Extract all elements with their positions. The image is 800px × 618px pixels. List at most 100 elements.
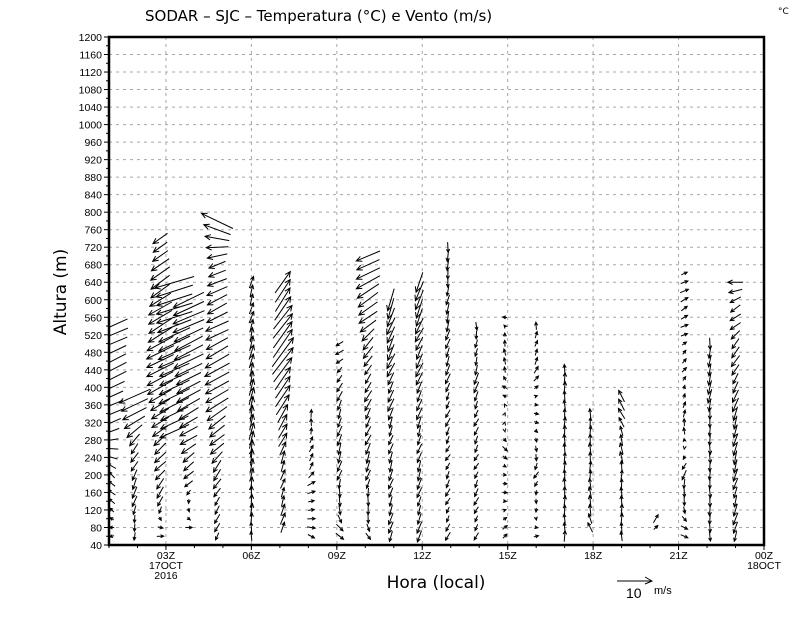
wind-arrow bbox=[729, 322, 741, 331]
wind-arrow bbox=[307, 481, 316, 487]
wind-arrow bbox=[445, 294, 450, 306]
wind-arrow bbox=[154, 442, 167, 456]
wind-arrow bbox=[337, 487, 342, 499]
wind-arrow bbox=[206, 278, 227, 287]
wind-arrow bbox=[473, 381, 480, 394]
wind-arrow bbox=[272, 328, 293, 358]
wind-arrow bbox=[474, 330, 479, 341]
wind-arrow bbox=[708, 487, 713, 499]
wind-arrow bbox=[109, 408, 123, 416]
wind-column bbox=[109, 318, 129, 538]
y-tick-label: 360 bbox=[84, 400, 102, 412]
wind-arrow bbox=[359, 319, 377, 333]
wind-arrow bbox=[182, 452, 195, 464]
wind-arrow bbox=[534, 454, 539, 462]
wind-arrow bbox=[146, 379, 174, 395]
wind-arrow bbox=[155, 293, 193, 307]
wind-arrow bbox=[173, 344, 204, 361]
wind-arrow bbox=[158, 362, 190, 377]
wind-arrow bbox=[445, 462, 451, 471]
wind-arrow bbox=[588, 450, 593, 463]
wind-arrow bbox=[274, 278, 291, 303]
wind-arrow bbox=[126, 424, 143, 439]
wind-arrow bbox=[562, 503, 567, 515]
wind-arrow bbox=[109, 427, 120, 435]
y-tick-label: 680 bbox=[84, 260, 102, 272]
wind-arrow bbox=[365, 532, 372, 541]
wind-arrow bbox=[618, 389, 625, 403]
wind-arrow bbox=[118, 388, 151, 404]
wind-arrow bbox=[386, 288, 395, 312]
wind-arrow bbox=[146, 335, 174, 352]
x-tick-label: 06Z bbox=[242, 550, 261, 562]
wind-arrow bbox=[249, 361, 255, 377]
wind-arrow bbox=[309, 452, 314, 462]
wind-arrow bbox=[533, 534, 540, 539]
wind-arrow bbox=[202, 223, 231, 236]
wind-arrow bbox=[415, 362, 424, 378]
wind-arrow bbox=[205, 337, 229, 350]
wind-arrow bbox=[502, 499, 508, 503]
wind-arrow bbox=[109, 454, 118, 460]
wind-arrow bbox=[132, 514, 137, 524]
wind-arrow bbox=[679, 288, 690, 294]
wind-arrow bbox=[707, 470, 712, 481]
wind-arrow bbox=[416, 469, 422, 482]
wind-arrow bbox=[131, 495, 138, 508]
wind-arrow bbox=[358, 310, 378, 324]
wind-arrow bbox=[364, 426, 372, 437]
y-tick-label: 440 bbox=[84, 365, 102, 377]
wind-arrow bbox=[445, 409, 451, 419]
wind-arrow bbox=[562, 460, 567, 471]
wind-arrow bbox=[652, 513, 659, 523]
wind-arrow bbox=[248, 344, 255, 360]
wind-arrow bbox=[173, 353, 204, 369]
wind-arrow bbox=[272, 346, 294, 375]
wind-arrow bbox=[617, 407, 626, 420]
wind-arrow bbox=[708, 531, 713, 543]
wind-arrow bbox=[680, 534, 689, 539]
wind-arrow bbox=[335, 340, 344, 347]
wind-arrow bbox=[178, 407, 199, 421]
y-tick-label: 120 bbox=[84, 505, 102, 517]
wind-arrow bbox=[178, 425, 198, 437]
wind-arrow bbox=[178, 416, 198, 429]
wind-column bbox=[145, 232, 175, 539]
y-tick-label: 800 bbox=[84, 207, 102, 219]
wind-arrow bbox=[337, 417, 342, 429]
wind-arrow bbox=[732, 521, 738, 535]
wind-arrow bbox=[387, 381, 394, 395]
wind-arrow bbox=[150, 416, 169, 429]
wind-arrow bbox=[682, 409, 687, 418]
wind-arrow bbox=[336, 390, 343, 403]
y-tick-label: 600 bbox=[84, 295, 102, 307]
wind-arrow bbox=[619, 494, 624, 507]
wind-arrow bbox=[415, 345, 423, 361]
wind-arrow bbox=[132, 523, 137, 533]
x-tick-label: 09Z bbox=[328, 550, 347, 562]
wind-arrow bbox=[534, 525, 539, 530]
wind-arrow bbox=[416, 496, 422, 507]
wind-column bbox=[726, 279, 744, 543]
wind-arrow bbox=[364, 364, 372, 376]
wind-arrow bbox=[588, 416, 593, 428]
wind-arrow bbox=[445, 347, 450, 359]
wind-arrow bbox=[588, 407, 593, 419]
wind-arrow bbox=[682, 496, 687, 507]
wind-arrow bbox=[309, 408, 314, 418]
wind-arrow bbox=[174, 362, 203, 377]
wind-arrow bbox=[388, 487, 394, 499]
wind-column bbox=[386, 288, 396, 543]
wind-arrow bbox=[680, 314, 689, 320]
wind-arrow bbox=[473, 506, 479, 515]
wind-arrow bbox=[445, 392, 450, 402]
wind-arrow bbox=[473, 426, 479, 437]
wind-arrow bbox=[534, 480, 539, 488]
wind-arrow bbox=[280, 468, 286, 481]
wind-arrow bbox=[502, 411, 506, 417]
x-tick-label: 18OCT bbox=[747, 560, 781, 572]
wind-arrow bbox=[275, 384, 291, 407]
x-tick-label: 17OCT bbox=[149, 560, 183, 572]
wind-arrow bbox=[172, 310, 205, 325]
wind-arrow bbox=[109, 507, 115, 513]
